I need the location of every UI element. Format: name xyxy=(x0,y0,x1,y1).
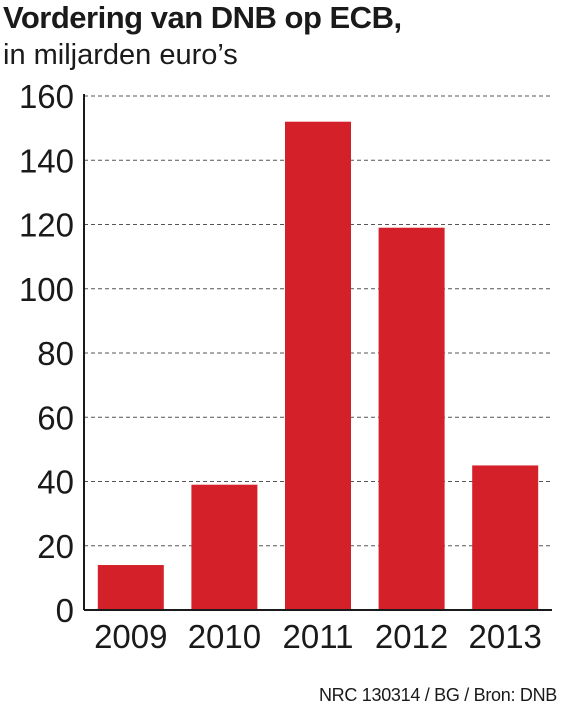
y-tick-label: 120 xyxy=(19,207,74,244)
y-tick-label: 20 xyxy=(37,528,74,565)
bar-2012 xyxy=(378,227,445,610)
y-tick-label: 0 xyxy=(56,592,74,629)
source-note: NRC 130314 / BG / Bron: DNB xyxy=(318,685,557,705)
y-tick-label: 60 xyxy=(37,399,74,436)
y-tick-label: 40 xyxy=(37,464,74,501)
x-tick-labels: 2009 2010 2011 2012 2013 xyxy=(94,618,542,655)
x-tick-label: 2009 xyxy=(94,618,167,655)
bar-2013 xyxy=(472,465,539,610)
x-tick-label: 2011 xyxy=(283,618,354,655)
bar-2009 xyxy=(97,565,164,610)
y-tick-label: 160 xyxy=(19,78,74,115)
bar-2010 xyxy=(191,484,258,610)
bar-2011 xyxy=(285,121,351,610)
y-tick-label: 80 xyxy=(37,335,74,372)
x-tick-label: 2012 xyxy=(375,618,448,655)
y-tick-label: 100 xyxy=(19,271,74,308)
axes xyxy=(83,94,552,611)
y-tick-labels: 0 20 40 60 80 100 120 140 160 xyxy=(19,78,74,629)
x-tick-label: 2013 xyxy=(468,618,541,655)
y-tick-label: 140 xyxy=(19,142,74,179)
chart-subtitle: in miljarden euro’s xyxy=(3,39,238,71)
x-tick-label: 2010 xyxy=(188,618,261,655)
chart-title: Vordering van DNB op ECB, xyxy=(3,0,402,35)
bars xyxy=(97,121,539,610)
